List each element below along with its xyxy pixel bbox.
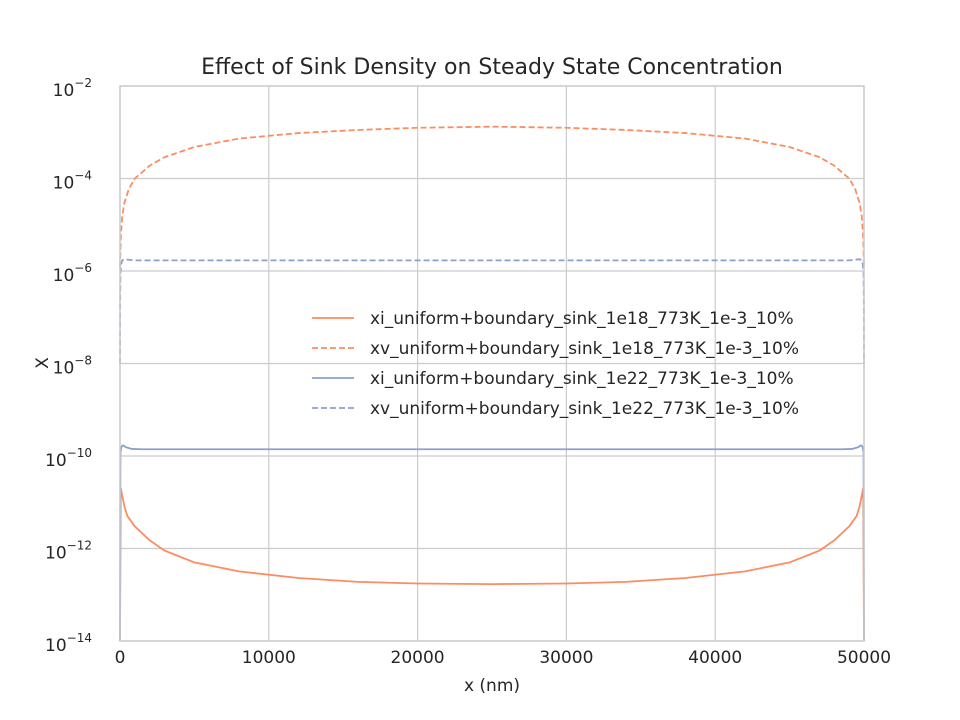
legend-label-4: xv_uniform+boundary_sink_1e22_773K_1e-3_… <box>370 399 799 419</box>
y-tick-label: 10−4 <box>53 169 92 194</box>
x-tick-label: 50000 <box>837 648 891 668</box>
x-axis-label: x (nm) <box>464 676 520 696</box>
y-tick-label: 10−12 <box>45 539 92 564</box>
y-tick-label: 10−14 <box>45 631 92 656</box>
y-tick-label: 10−10 <box>45 446 92 471</box>
y-tick-labels: 10−2 10−4 10−6 10−8 10−10 10−12 10−14 <box>45 76 92 656</box>
x-tick-label: 40000 <box>688 648 742 668</box>
x-tick-label: 30000 <box>539 648 593 668</box>
series-line-2 <box>119 125 865 268</box>
y-tick-label: 10−2 <box>53 76 92 101</box>
legend-label-1: xi_uniform+boundary_sink_1e18_773K_1e-3_… <box>370 309 794 329</box>
series-line-3 <box>119 444 865 642</box>
series-line-1 <box>119 487 865 642</box>
series-line-4 <box>119 258 865 364</box>
x-tick-label: 10000 <box>242 648 296 668</box>
y-tick-label: 10−6 <box>53 261 92 286</box>
y-axis-label: X <box>33 357 53 369</box>
x-tick-label: 20000 <box>391 648 445 668</box>
chart-title: Effect of Sink Density on Steady State C… <box>201 55 783 80</box>
legend-label-2: xv_uniform+boundary_sink_1e18_773K_1e-3_… <box>370 339 799 359</box>
plot-frame <box>119 85 865 642</box>
series-lines <box>119 125 865 642</box>
legend-label-3: xi_uniform+boundary_sink_1e22_773K_1e-3_… <box>370 369 794 389</box>
legend: xi_uniform+boundary_sink_1e18_773K_1e-3_… <box>312 309 799 419</box>
y-tick-label: 10−8 <box>53 354 92 379</box>
x-tick-labels: 0 10000 20000 30000 40000 50000 <box>115 648 891 668</box>
x-tick-label: 0 <box>115 648 126 668</box>
